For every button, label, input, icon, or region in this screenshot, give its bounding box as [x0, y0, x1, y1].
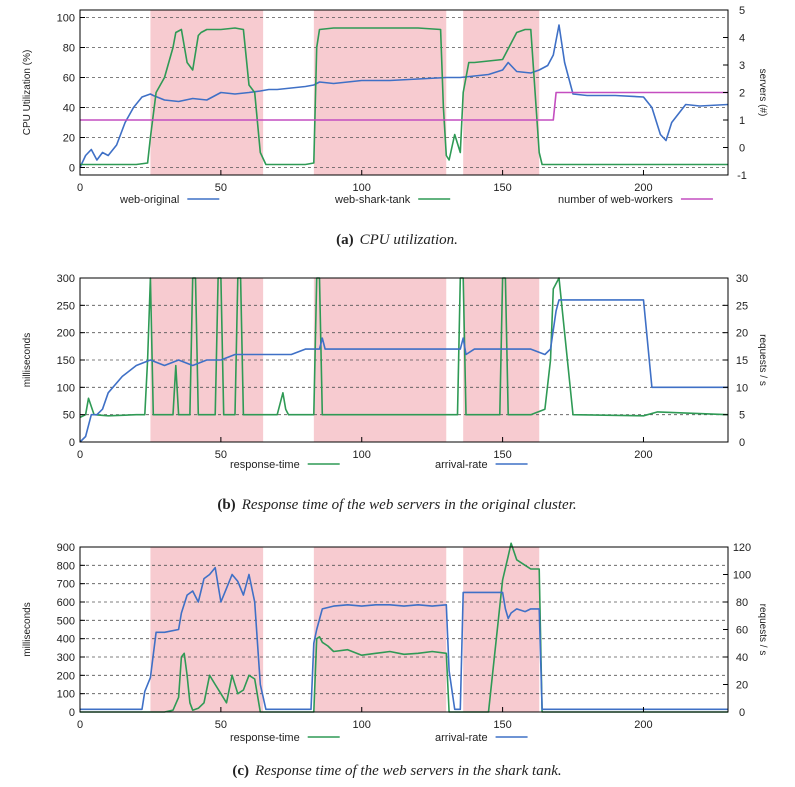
y2-tick-label-c-0: 0: [739, 707, 745, 719]
shaded-region-a-2: [463, 10, 540, 175]
y2-tick-label-a-5: 4: [739, 33, 745, 45]
y2-tick-label-b-6: 30: [736, 273, 748, 285]
y2-tick-label-b-0: 0: [739, 437, 745, 449]
x-tick-label-b-0: 0: [77, 449, 83, 461]
y-tick-label-c-5: 500: [57, 615, 75, 627]
x-tick-label-a-3: 150: [493, 182, 511, 194]
y-tick-label-b-4: 200: [57, 328, 75, 340]
y-tick-label-b-2: 100: [57, 382, 75, 394]
x-tick-label-b-4: 200: [634, 449, 652, 461]
y-tick-label-a-3: 60: [63, 73, 75, 85]
caption-b: (b) Response time of the web servers in t…: [217, 497, 576, 513]
legend-label-a-0: web-original: [119, 194, 179, 206]
x-tick-label-b-2: 100: [353, 449, 371, 461]
y-tick-label-a-1: 20: [63, 133, 75, 145]
y2-tick-label-a-3: 2: [739, 88, 745, 100]
series-a-number-of-web-workers: [80, 91, 728, 121]
y-tick-label-c-2: 200: [57, 670, 75, 682]
series-b-response-time: [79, 277, 729, 419]
y2-tick-label-c-6: 120: [733, 542, 751, 554]
y-tick-label-b-6: 300: [57, 273, 75, 285]
series-a-web-shark-tank: [80, 27, 728, 166]
y-tick-label-a-4: 80: [63, 43, 75, 55]
y-tick-label-a-2: 40: [63, 103, 75, 115]
caption-b-label: (b): [217, 497, 235, 513]
x-tick-label-c-2: 100: [353, 719, 371, 731]
x-tick-label-a-4: 200: [634, 182, 652, 194]
caption-a: (a) CPU utilization.: [336, 232, 458, 248]
y2-tick-label-a-1: 0: [739, 143, 745, 155]
y2-tick-label-a-6: 5: [739, 5, 745, 17]
caption-a-text: CPU utilization.: [360, 232, 458, 248]
chart-response-time-shark-tank: 0 50 100 150 2000100200300400500600700800900…: [22, 542, 768, 744]
y-tick-label-c-8: 800: [57, 560, 75, 572]
y2-tick-label-c-5: 100: [733, 570, 751, 582]
y-tick-label-c-3: 300: [57, 652, 75, 664]
y-tick-label-c-7: 700: [57, 579, 75, 591]
y2-axis-label-c: requests / s: [757, 604, 768, 656]
x-tick-label-c-0: 0: [77, 719, 83, 731]
shaded-region-c-2: [463, 547, 540, 712]
y-axis-label-a: CPU Utilization (%): [22, 50, 33, 136]
x-tick-label-a-2: 100: [353, 182, 371, 194]
y-tick-label-c-0: 0: [69, 707, 75, 719]
y2-tick-label-b-5: 25: [736, 300, 748, 312]
chart-cpu-utilization: 0 50 100 150 200 0 20 40 60 80 100 -1 0 1 2 3 4 5 CPU Util…: [22, 5, 768, 206]
x-tick-label-a-1: 50: [215, 182, 227, 194]
series-a-web-original: [79, 24, 729, 168]
y-tick-label-a-0: 0: [69, 163, 75, 175]
y2-tick-label-b-3: 15: [736, 355, 748, 367]
y-tick-label-c-1: 100: [57, 689, 75, 701]
caption-c: (c) Response time of the web servers in t…: [232, 763, 561, 779]
series-b-arrival-rate: [79, 299, 728, 443]
y2-tick-label-b-1: 5: [739, 410, 745, 422]
y2-axis-label-a: servers (#): [757, 69, 768, 117]
y-tick-label-b-5: 250: [57, 300, 75, 312]
y-tick-label-b-1: 50: [63, 410, 75, 422]
y-axis-label-b: milliseconds: [22, 333, 33, 387]
legend-label-c-1: arrival-rate: [435, 732, 488, 744]
y2-tick-label-c-3: 60: [736, 625, 748, 637]
caption-a-label: (a): [336, 232, 354, 248]
y2-tick-label-a-4: 3: [739, 60, 745, 72]
y2-axis-label-b: requests / s: [757, 334, 768, 386]
y-tick-label-c-9: 900: [57, 542, 75, 554]
x-tick-label-c-4: 200: [634, 719, 652, 731]
y2-tick-label-a-2: 1: [739, 115, 745, 127]
shaded-region-a-1: [313, 10, 447, 175]
y-axis-label-c: milliseconds: [22, 602, 33, 656]
legend-label-b-1: arrival-rate: [435, 459, 488, 471]
x-tick-label-c-3: 150: [493, 719, 511, 731]
legend-label-a-2: number of web-workers: [558, 194, 673, 206]
legend-label-a-1: web-shark-tank: [334, 194, 411, 206]
y2-tick-label-c-2: 40: [736, 652, 748, 664]
y-tick-label-c-6: 600: [57, 597, 75, 609]
y-tick-label-c-4: 400: [57, 634, 75, 646]
shaded-region-c-0: [150, 547, 264, 712]
x-tick-label-c-1: 50: [215, 719, 227, 731]
legend-label-b-0: response-time: [230, 459, 300, 471]
shaded-region-c-1: [313, 547, 447, 712]
y-tick-label-a-5: 100: [57, 13, 75, 25]
series-c-arrival-rate: [80, 566, 728, 711]
y2-tick-label-c-4: 80: [736, 597, 748, 609]
y-tick-label-b-0: 0: [69, 437, 75, 449]
y2-tick-label-b-4: 20: [736, 328, 748, 340]
legend-label-c-0: response-time: [230, 732, 300, 744]
caption-b-text: Response time of the web servers in the …: [241, 497, 577, 513]
y2-tick-label-a-0: -1: [737, 170, 747, 182]
caption-c-label: (c): [232, 763, 249, 779]
x-tick-label-b-3: 150: [493, 449, 511, 461]
y2-tick-label-b-2: 10: [736, 382, 748, 394]
y2-tick-label-c-1: 20: [736, 680, 748, 692]
x-tick-label-a-0: 0: [77, 182, 83, 194]
chart-response-time-original: 0 50 100 150 200 0 50 100 150 200 250 300 0 5 10 15 20 25…: [22, 273, 768, 471]
caption-c-text: Response time of the web servers in the …: [254, 763, 562, 779]
y-tick-label-b-3: 150: [57, 355, 75, 367]
series-c-response-time: [80, 542, 728, 713]
x-tick-label-b-1: 50: [215, 449, 227, 461]
